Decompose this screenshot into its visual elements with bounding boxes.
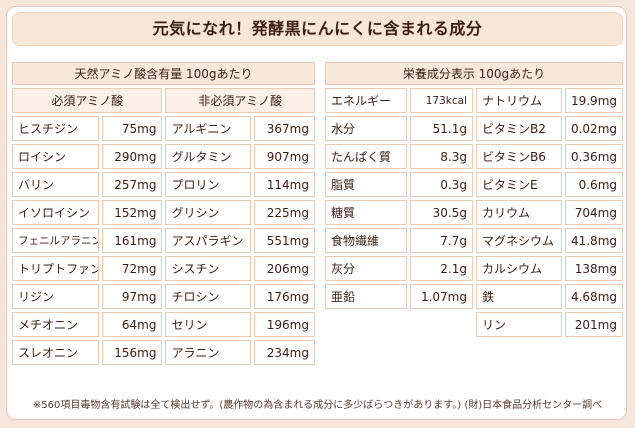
nonessential-amino-name: シスチン <box>165 256 252 281</box>
nonessential-amino-value: 114mg <box>254 172 315 197</box>
essential-amino-value: 161mg <box>101 228 163 253</box>
amino-table-header: 天然アミノ酸含有量 100gあたり <box>12 62 315 85</box>
nutrition-facts-table: 栄養成分表示 100gあたり エネルギー 173kcal ナトリウム 19.9m… <box>322 59 626 340</box>
nutrient-value: 30.5g <box>409 200 473 225</box>
nonessential-amino-name: セリン <box>165 312 252 337</box>
amino-acid-table: 天然アミノ酸含有量 100gあたり 必須アミノ酸 非必須アミノ酸 ヒスチジン 7… <box>9 59 318 368</box>
essential-amino-name: ロイシン <box>12 144 99 169</box>
nutrient-name: ナトリウム <box>475 88 562 113</box>
nutrient-value: 4.68mg <box>564 284 623 309</box>
table-row: 灰分 2.1g カルシウム 138mg <box>325 256 623 281</box>
essential-amino-header: 必須アミノ酸 <box>12 88 163 113</box>
nonessential-amino-name: プロリン <box>165 172 252 197</box>
nutrient-name: 糖質 <box>325 200 407 225</box>
nutrition-table-header: 栄養成分表示 100gあたり <box>325 62 623 85</box>
nutrient-value: 704mg <box>564 200 623 225</box>
nonessential-amino-header: 非必須アミノ酸 <box>165 88 315 113</box>
table-row: ロイシン 290mg グルタミン 907mg <box>12 144 315 169</box>
nonessential-amino-value: 225mg <box>254 200 315 225</box>
table-row: 水分 51.1g ビタミンB2 0.02mg <box>325 116 623 141</box>
essential-amino-name: ヒスチジン <box>12 116 99 141</box>
table-row: エネルギー 173kcal ナトリウム 19.9mg <box>325 88 623 113</box>
essential-amino-value: 257mg <box>101 172 163 197</box>
nutrient-name: マグネシウム <box>475 228 562 253</box>
table-row: 亜鉛 1.07mg 鉄 4.68mg <box>325 284 623 309</box>
nutrient-name: 食物繊維 <box>325 228 407 253</box>
nonessential-amino-value: 234mg <box>254 340 315 365</box>
nonessential-amino-value: 907mg <box>254 144 315 169</box>
table-row: スレオニン 156mg アラニン 234mg <box>12 340 315 365</box>
essential-amino-name: スレオニン <box>12 340 99 365</box>
nutrient-name: カルシウム <box>475 256 562 281</box>
nonessential-amino-value: 367mg <box>254 116 315 141</box>
essential-amino-value: 156mg <box>101 340 163 365</box>
table-row: メチオニン 64mg セリン 196mg <box>12 312 315 337</box>
nutrient-name: 灰分 <box>325 256 407 281</box>
table-row: フェニルアラニン 161mg アスパラギン 551mg <box>12 228 315 253</box>
essential-amino-name: メチオニン <box>12 312 99 337</box>
empty-cell <box>325 312 407 337</box>
page-title: 元気になれ！発酵黒にんにくに含まれる成分 <box>152 19 483 38</box>
nonessential-amino-value: 196mg <box>254 312 315 337</box>
essential-amino-name: トリプトファン <box>12 256 99 281</box>
nutrient-name: 鉄 <box>475 284 562 309</box>
essential-amino-name: リジン <box>12 284 99 309</box>
essential-amino-value: 152mg <box>101 200 163 225</box>
nonessential-amino-value: 176mg <box>254 284 315 309</box>
nonessential-amino-name: アルギニン <box>165 116 252 141</box>
empty-cell <box>410 312 473 337</box>
nutrient-value: 138mg <box>564 256 623 281</box>
nutrient-name: エネルギー <box>325 88 407 113</box>
nutrient-name: 亜鉛 <box>325 284 407 309</box>
nutrient-name: リン <box>475 312 562 337</box>
essential-amino-value: 290mg <box>101 144 163 169</box>
title-banner: 元気になれ！発酵黒にんにくに含まれる成分 <box>12 12 623 46</box>
nutrient-value: 0.3g <box>409 172 473 197</box>
table-row: イソロイシン 152mg グリシン 225mg <box>12 200 315 225</box>
essential-amino-name: バリン <box>12 172 99 197</box>
nutrient-value: 0.36mg <box>564 144 623 169</box>
nutrient-value: 51.1g <box>409 116 473 141</box>
footnote: ※560項目毒物含有試験は全て検出せず。(農作物の為含まれる成分に多少ばらつきが… <box>32 400 603 411</box>
table-row: たんぱく質 8.3g ビタミンB6 0.36mg <box>325 144 623 169</box>
nutrient-name: 脂質 <box>325 172 407 197</box>
nutrient-name: たんぱく質 <box>325 144 407 169</box>
nutrient-value: 0.6mg <box>564 172 623 197</box>
table-row: 食物繊維 7.7g マグネシウム 41.8mg <box>325 228 623 253</box>
essential-amino-value: 97mg <box>101 284 163 309</box>
essential-amino-value: 64mg <box>101 312 163 337</box>
nutrient-value: 8.3g <box>409 144 473 169</box>
nonessential-amino-value: 206mg <box>254 256 315 281</box>
nutrient-value: 0.02mg <box>564 116 623 141</box>
table-row: リジン 97mg チロシン 176mg <box>12 284 315 309</box>
nutrient-value: 201mg <box>564 312 623 337</box>
nutrient-value: 19.9mg <box>564 88 623 113</box>
essential-amino-name: フェニルアラニン <box>12 228 99 253</box>
nutrient-name: ビタミンE <box>475 172 562 197</box>
nonessential-amino-name: グルタミン <box>165 144 252 169</box>
essential-amino-name: イソロイシン <box>12 200 99 225</box>
nutrient-value: 7.7g <box>409 228 473 253</box>
nutrient-value: 2.1g <box>409 256 473 281</box>
essential-amino-value: 72mg <box>101 256 163 281</box>
table-row: バリン 257mg プロリン 114mg <box>12 172 315 197</box>
nutrient-name: ビタミンB6 <box>475 144 562 169</box>
table-row: 糖質 30.5g カリウム 704mg <box>325 200 623 225</box>
nonessential-amino-name: アラニン <box>165 340 252 365</box>
nonessential-amino-name: チロシン <box>165 284 252 309</box>
nutrient-name: ビタミンB2 <box>475 116 562 141</box>
nutrient-name: 水分 <box>325 116 407 141</box>
table-row: ヒスチジン 75mg アルギニン 367mg <box>12 116 315 141</box>
nutrient-name: カリウム <box>475 200 562 225</box>
nonessential-amino-name: グリシン <box>165 200 252 225</box>
nutrient-value: 41.8mg <box>564 228 623 253</box>
essential-amino-value: 75mg <box>101 116 163 141</box>
nutrient-value: 1.07mg <box>409 284 473 309</box>
table-row: リン 201mg <box>325 312 623 337</box>
table-row: トリプトファン 72mg シスチン 206mg <box>12 256 315 281</box>
nonessential-amino-value: 551mg <box>254 228 315 253</box>
nutrient-value: 173kcal <box>409 88 473 113</box>
nonessential-amino-name: アスパラギン <box>165 228 252 253</box>
table-row: 脂質 0.3g ビタミンE 0.6mg <box>325 172 623 197</box>
